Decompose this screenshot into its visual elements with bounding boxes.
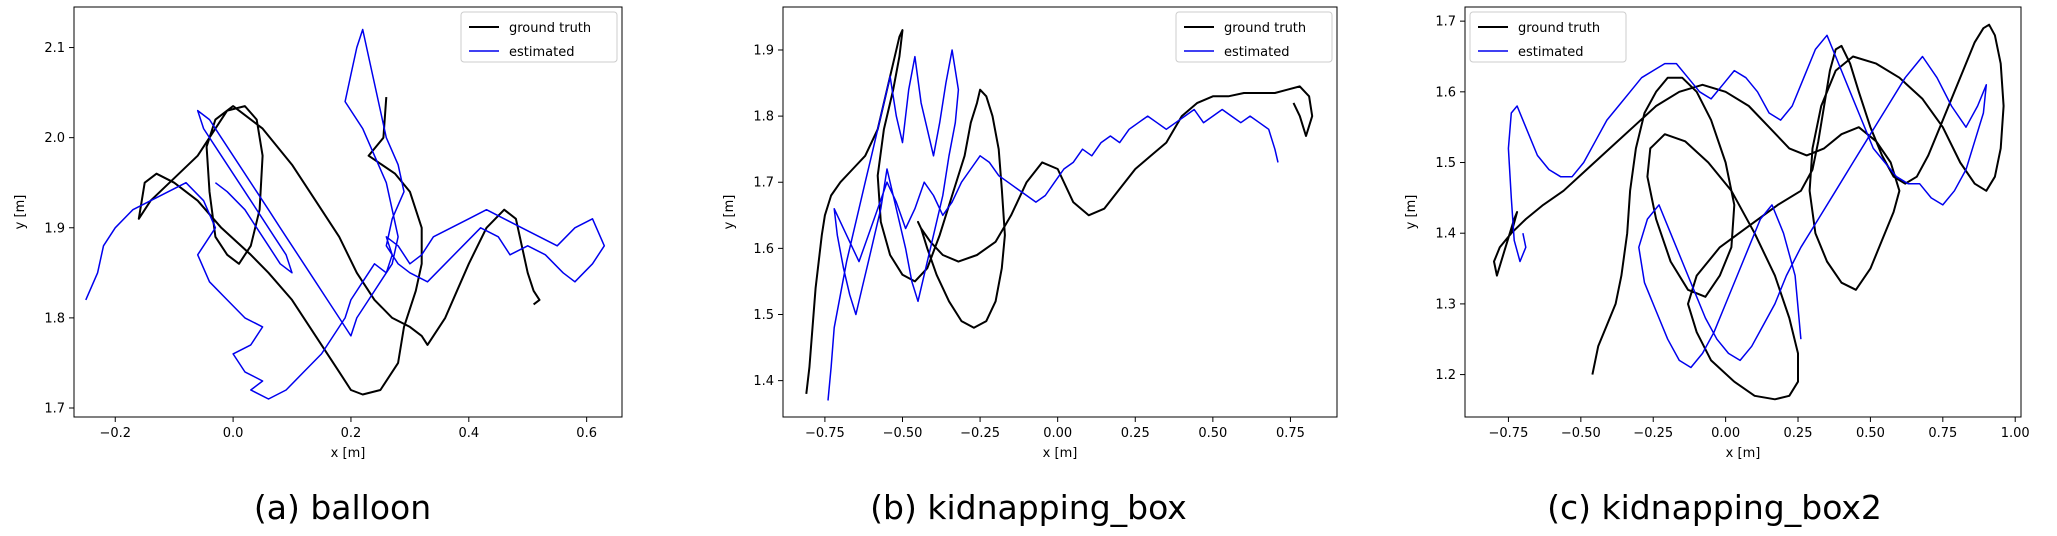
- legend-label-ground-truth: ground truth: [1224, 21, 1306, 36]
- legend-label-ground-truth: ground truth: [1518, 21, 1600, 36]
- x-tick-label: 0.75: [1276, 426, 1305, 441]
- y-tick-label: 1.9: [44, 221, 65, 236]
- series-line-ground-truth: [137, 97, 541, 396]
- x-tick-label: −0.50: [1561, 426, 1601, 441]
- series-line-ground-truth: [805, 29, 1314, 395]
- y-tick-label: 1.7: [753, 176, 774, 191]
- axes-frame: [782, 6, 1338, 418]
- y-tick-label: 1.8: [753, 110, 774, 125]
- series-line-estimated: [827, 49, 1279, 401]
- x-tick-label: 0.50: [1856, 426, 1885, 441]
- x-tick-label: −0.75: [1489, 426, 1529, 441]
- x-tick-label: −0.75: [805, 426, 845, 441]
- y-tick-label: 1.4: [1435, 227, 1456, 242]
- y-tick-label: 1.5: [1435, 156, 1456, 171]
- legend-box: [460, 11, 618, 63]
- x-tick-label: 0.6: [576, 426, 597, 441]
- y-axis-label: y [m]: [13, 195, 28, 230]
- x-tick-label: 0.75: [1928, 426, 1957, 441]
- axes-frame: [1464, 6, 2022, 418]
- x-tick-label: 0.0: [223, 426, 244, 441]
- panel-kidnapping-box: −0.75 −0.50 −0.25 0.00 0.25 0.50 0.75 1.4 1.5 1.6…: [686, 0, 1371, 536]
- legend-label-ground-truth: ground truth: [509, 21, 591, 36]
- x-axis-label: x [m]: [331, 446, 366, 461]
- trajectory-plot-kidnapping-box: −0.75 −0.50 −0.25 0.00 0.25 0.50 0.75 1.4 1.5 1.6…: [722, 6, 1338, 461]
- x-tick-label: −0.25: [960, 426, 1000, 441]
- series-line-estimated: [85, 28, 606, 400]
- y-tick-label: 2.1: [44, 41, 65, 56]
- x-tick-label: 0.25: [1784, 426, 1813, 441]
- x-tick-label: 0.00: [1711, 426, 1740, 441]
- x-tick-label: −0.2: [99, 426, 131, 441]
- trajectory-plot-balloon: −0.2 0.0 0.2 0.4 0.6 1.7 1.8 1.9 2.0 2.1 x [m] y [m…: [13, 6, 623, 461]
- y-tick-label: 1.9: [753, 43, 774, 58]
- legend-label-estimated: estimated: [1224, 45, 1289, 60]
- x-tick-label: 1.00: [2001, 426, 2030, 441]
- series-line-ground-truth: [1493, 23, 2005, 401]
- x-tick-label: 0.2: [341, 426, 362, 441]
- x-axis-label: x [m]: [1726, 446, 1761, 461]
- trajectory-plot-kidnapping-box2: −0.75 −0.50 −0.25 0.00 0.25 0.50 0.75 1.00 1.2 1.…: [1404, 6, 2030, 461]
- y-tick-label: 1.7: [44, 401, 65, 416]
- y-axis-label: y [m]: [722, 195, 737, 230]
- panel-kidnapping-box2: −0.75 −0.50 −0.25 0.00 0.25 0.50 0.75 1.00 1.2 1.…: [1372, 0, 2057, 536]
- caption-balloon: (a) balloon: [253, 488, 432, 527]
- x-tick-label: 0.4: [458, 426, 479, 441]
- x-tick-label: 0.50: [1198, 426, 1227, 441]
- x-tick-label: −0.50: [883, 426, 923, 441]
- x-tick-label: −0.25: [1633, 426, 1673, 441]
- legend: ground truth estimated: [1469, 11, 1627, 63]
- x-axis-label: x [m]: [1043, 446, 1078, 461]
- y-tick-label: 1.6: [753, 242, 774, 257]
- y-tick-label: 1.4: [753, 374, 774, 389]
- legend-label-estimated: estimated: [509, 45, 574, 60]
- y-tick-label: 1.5: [753, 308, 774, 323]
- panel-balloon: −0.2 0.0 0.2 0.4 0.6 1.7 1.8 1.9 2.0 2.1 x [m] y [m…: [0, 0, 685, 536]
- legend-box: [1469, 11, 1627, 63]
- y-tick-label: 1.8: [44, 311, 65, 326]
- legend-box: [1175, 11, 1333, 63]
- y-tick-label: 1.2: [1435, 368, 1456, 383]
- caption-kidnapping-box2: (c) kidnapping_box2: [1547, 488, 1882, 527]
- y-tick-label: 1.3: [1435, 297, 1456, 312]
- legend-label-estimated: estimated: [1518, 45, 1583, 60]
- caption-kidnapping-box: (b) kidnapping_box: [870, 488, 1187, 527]
- y-tick-label: 2.0: [44, 131, 65, 146]
- x-tick-label: 0.25: [1121, 426, 1150, 441]
- legend: ground truth estimated: [460, 11, 618, 63]
- series-line-estimated: [1507, 34, 1988, 369]
- y-axis-label: y [m]: [1404, 195, 1419, 230]
- axes-frame: [73, 6, 623, 418]
- x-tick-label: 0.00: [1043, 426, 1072, 441]
- legend: ground truth estimated: [1175, 11, 1333, 63]
- y-tick-label: 1.6: [1435, 85, 1456, 100]
- y-tick-label: 1.7: [1435, 15, 1456, 30]
